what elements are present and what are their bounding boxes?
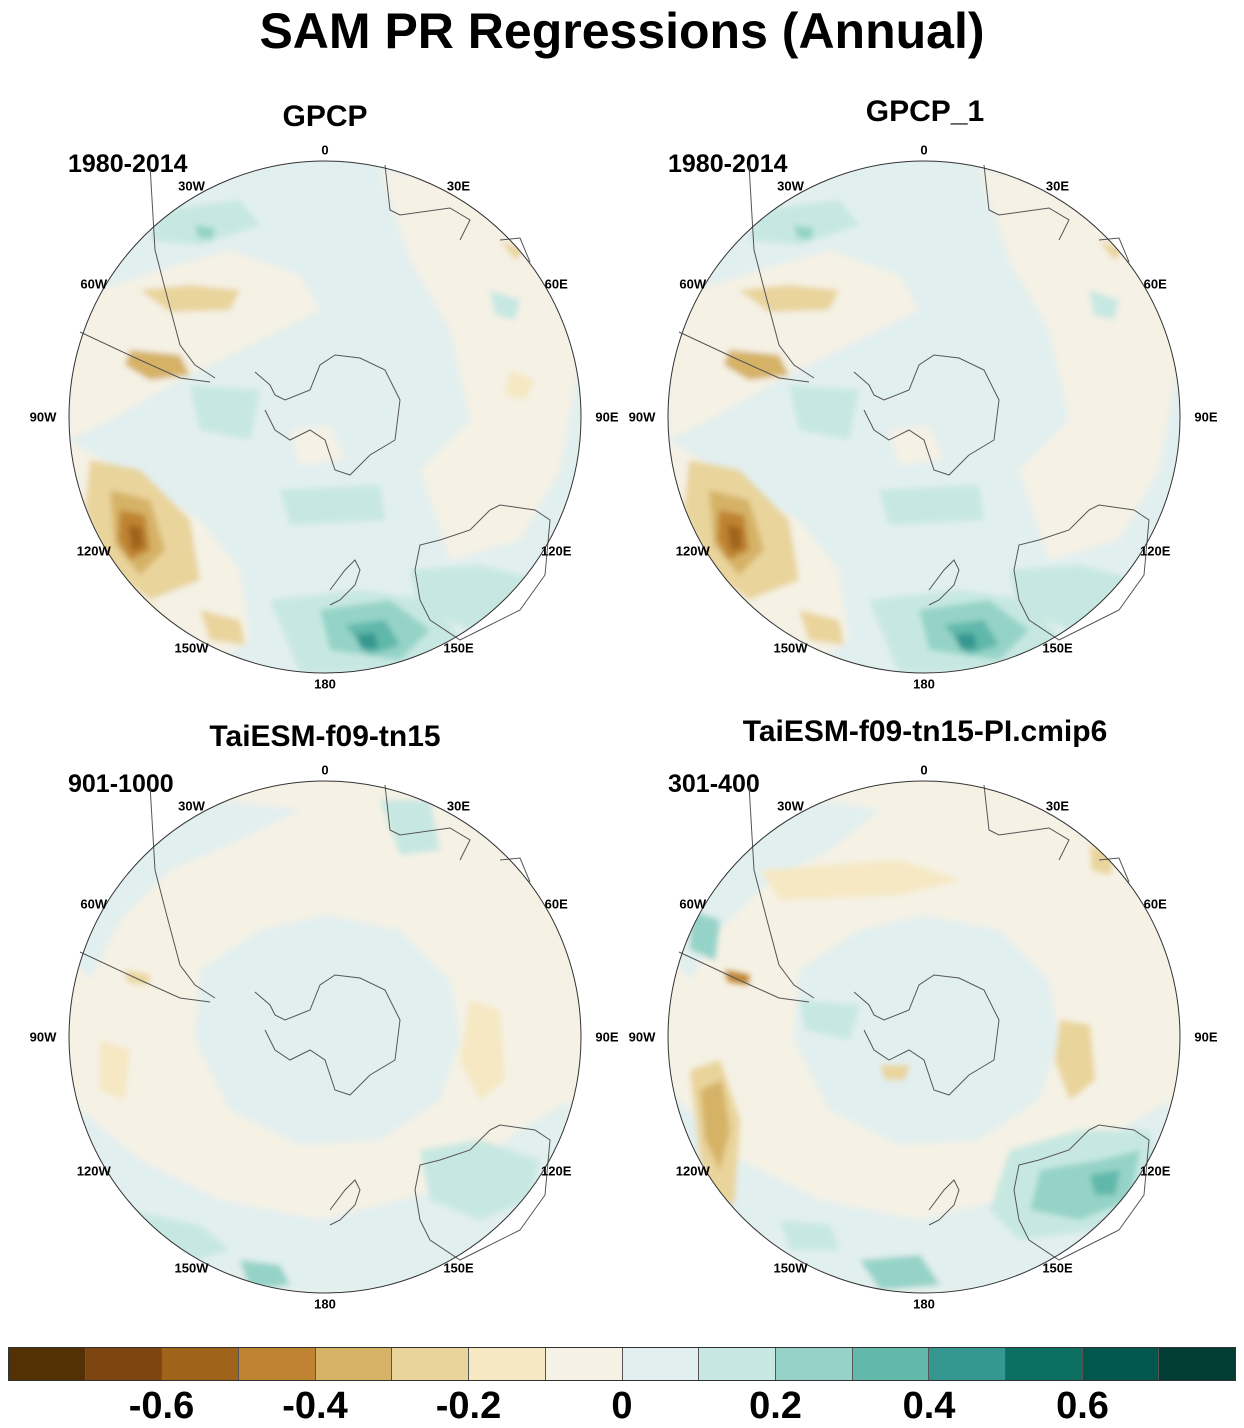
longitude-label: 90E <box>1194 409 1218 425</box>
colorbar-box <box>1082 1348 1160 1380</box>
longitude-label: 180 <box>314 676 336 692</box>
panel-period-taiesm-pi: 301-400 <box>668 770 760 798</box>
colorbar-box <box>469 1348 546 1380</box>
longitude-label: 150W <box>174 1260 209 1276</box>
longitude-label: 180 <box>913 1296 935 1312</box>
map-panel-gpcp <box>68 160 582 674</box>
longitude-label: 90E <box>1194 1029 1218 1045</box>
longitude-label: 30E <box>1045 798 1070 814</box>
longitude-label: 90W <box>29 409 57 425</box>
colorbar-box <box>622 1348 700 1380</box>
longitude-label: 60E <box>544 276 568 291</box>
colorbar-tick-label: -0.6 <box>128 1385 195 1427</box>
longitude-label: 60E <box>1143 276 1167 291</box>
longitude-label: 120E <box>1140 1163 1171 1178</box>
longitude-label: 90E <box>595 1029 619 1045</box>
longitude-label: 60E <box>1143 896 1167 911</box>
longitude-label: 30W <box>178 798 205 814</box>
colorbar-tick-label: 0 <box>611 1385 633 1427</box>
polar-maps <box>68 160 1181 1294</box>
colorbar-tick-label: -0.2 <box>435 1385 502 1427</box>
colorbar-box <box>9 1348 86 1380</box>
colorbar-box <box>852 1348 930 1380</box>
longitude-label: 150W <box>174 640 209 656</box>
colorbar-box <box>162 1348 240 1380</box>
longitude-label: 60W <box>679 276 707 291</box>
figure-title: SAM PR Regressions (Annual) <box>259 3 985 59</box>
longitude-label: 30W <box>777 178 804 194</box>
longitude-label: 150E <box>1042 1260 1073 1276</box>
colorbar-box <box>699 1348 776 1380</box>
longitude-label: 30E <box>446 178 471 194</box>
colorbar-box <box>775 1348 853 1380</box>
longitude-label: 0 <box>321 142 329 158</box>
longitude-label: 180 <box>314 1296 336 1312</box>
longitude-label: 150E <box>443 1260 474 1276</box>
longitude-label: 30W <box>777 798 804 814</box>
longitude-label: 30E <box>446 798 471 814</box>
colorbar-box <box>315 1348 393 1380</box>
longitude-label: 150E <box>1042 640 1073 656</box>
colorbar-box <box>545 1348 623 1380</box>
panel-period-taiesm: 901-1000 <box>68 770 174 798</box>
colorbar-box <box>239 1348 316 1380</box>
longitude-label: 90W <box>29 1029 57 1045</box>
longitude-label: 180 <box>913 676 935 692</box>
panel-title-taiesm: TaiESM-f09-tn15 <box>209 720 441 753</box>
longitude-label: 60W <box>80 276 108 291</box>
colorbar-box <box>392 1348 470 1380</box>
colorbar-tick-label: -0.4 <box>282 1385 348 1427</box>
panel-title-gpcp: GPCP <box>282 100 368 133</box>
longitude-label: 60E <box>544 896 568 911</box>
map-panel-taiesm <box>68 780 582 1294</box>
panel-title-gpcp-1: GPCP_1 <box>865 95 985 128</box>
longitude-label: 150W <box>773 1260 808 1276</box>
longitude-label: 120E <box>541 543 572 558</box>
longitude-label: 120W <box>76 543 111 558</box>
longitude-label: 60W <box>80 896 108 911</box>
longitude-label: 0 <box>321 762 329 778</box>
longitude-label: 30W <box>178 178 205 194</box>
panel-title-taiesm-pi: TaiESM-f09-tn15-PI.cmip6 <box>742 715 1108 748</box>
panel-period-gpcp-1: 1980-2014 <box>668 150 788 178</box>
longitude-label: 150W <box>773 640 808 656</box>
longitude-label: 60W <box>679 896 707 911</box>
longitude-label: 90W <box>628 409 656 425</box>
longitude-label: 120E <box>541 1163 572 1178</box>
colorbar-box <box>1159 1348 1235 1380</box>
map-panel-gpcp-1 <box>667 160 1181 674</box>
longitude-label: 90W <box>628 1029 656 1045</box>
longitude-label: 90E <box>595 409 619 425</box>
colorbar-tick-label: 0.6 <box>1056 1385 1109 1427</box>
colorbar-box <box>1005 1348 1083 1380</box>
longitude-label: 120E <box>1140 543 1171 558</box>
colorbar-tick-label: 0.2 <box>749 1385 802 1427</box>
longitude-label: 0 <box>920 762 928 778</box>
longitude-label: 30E <box>1045 178 1070 194</box>
colorbar <box>8 1347 1236 1381</box>
colorbar-tick-label: 0.4 <box>902 1385 956 1427</box>
panel-period-gpcp: 1980-2014 <box>68 150 188 178</box>
map-panel-taiesm-pi <box>667 780 1181 1294</box>
longitude-label: 120W <box>675 1163 710 1178</box>
longitude-label: 120W <box>76 1163 111 1178</box>
longitude-label: 0 <box>920 142 928 158</box>
colorbar-box <box>85 1348 163 1380</box>
colorbar-box <box>929 1348 1006 1380</box>
longitude-label: 150E <box>443 640 474 656</box>
longitude-label: 120W <box>675 543 710 558</box>
